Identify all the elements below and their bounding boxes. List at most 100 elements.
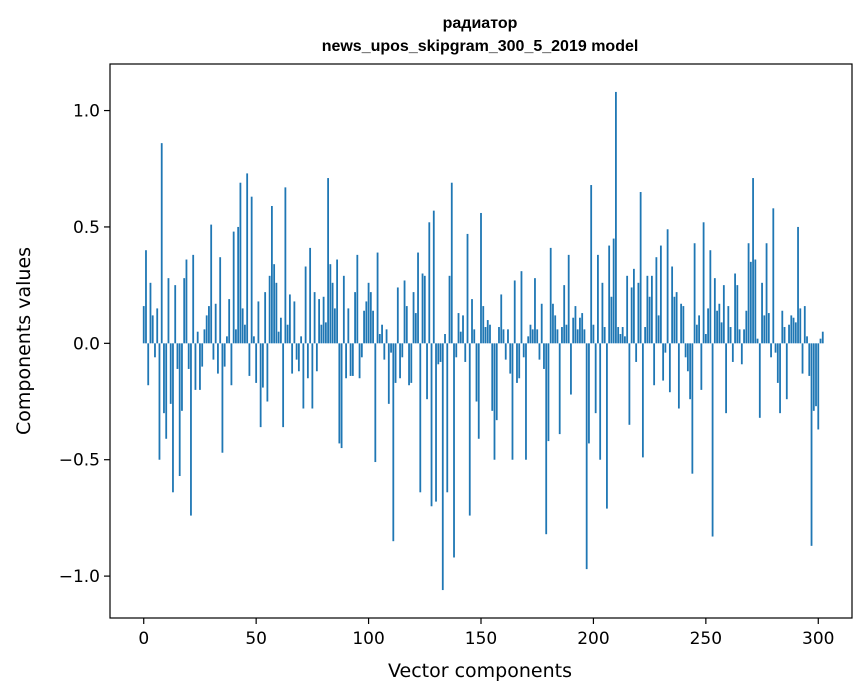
bar [255,343,258,383]
bar [437,343,440,365]
bar [174,285,177,344]
x-tick-label: 150 [465,629,497,649]
bar [363,310,365,344]
bar [493,343,496,460]
y-tick-label: 0.0 [73,334,100,354]
y-tick-label: −0.5 [59,451,100,471]
bar [639,192,642,344]
bar [781,310,784,344]
bar [619,334,622,344]
bar [612,238,615,344]
bar [547,343,550,442]
bar [534,278,536,344]
bar [284,187,287,344]
bar [709,250,712,344]
bar [815,343,817,407]
bar [279,317,282,344]
bar [210,224,213,344]
bar [246,173,249,344]
bar [556,329,559,344]
bar [572,317,575,344]
bar [342,275,345,344]
bar [309,247,312,344]
bar [412,292,415,344]
bar [743,329,745,344]
bar [558,343,561,435]
bar [495,343,498,421]
bar [653,343,656,386]
bar [230,343,233,386]
bar [288,294,291,344]
bar [635,343,638,362]
bar [797,226,799,344]
bar [671,266,674,344]
bar [239,182,242,344]
bar [801,343,804,374]
bar [707,308,709,344]
bar [792,317,795,344]
bar [812,343,815,411]
bar [417,252,419,344]
bar [414,313,417,344]
bar [588,343,590,444]
bar [500,294,503,344]
bar [794,322,797,344]
bar [408,343,410,386]
bar [329,264,332,344]
bar [338,343,341,444]
bar [722,285,725,344]
bar [360,343,363,358]
y-axis-ticks: −1.0 −0.5 0.0 0.5 1.0 [59,102,110,587]
bar [181,343,183,411]
bar [552,303,554,344]
bar [315,343,318,372]
bar [340,343,343,449]
bar [396,287,399,344]
bar [675,292,678,344]
bar [331,282,334,344]
bar [190,343,192,516]
bar [776,343,779,383]
bar [428,222,431,344]
bar [450,182,453,344]
bar [480,212,482,344]
bar [392,343,395,542]
bar [194,343,197,390]
bar [394,343,397,383]
bar [606,343,608,509]
bar [659,245,662,344]
bar [516,343,518,383]
bar [491,343,494,411]
bar [680,303,683,344]
bar [336,259,338,344]
bar [185,259,188,344]
bar [199,343,201,390]
bar [592,324,595,344]
bar [655,257,658,344]
bar [423,275,426,344]
bar [668,343,671,393]
bar [228,299,231,344]
bar [682,306,685,344]
bar [630,287,633,344]
bar [531,329,534,344]
bar [457,313,460,344]
bar [561,327,563,344]
bar [477,343,480,439]
chart-title-line1: радиатор [443,15,518,32]
bar [383,343,386,360]
bar [806,336,808,344]
bar [282,343,285,428]
bar [167,278,170,344]
bar [318,299,321,344]
bar [201,343,204,367]
bar [749,261,752,344]
bar [761,282,763,344]
bar [203,329,206,344]
chart-title-line2: news_upos_skipgram_300_5_2019 model [322,38,639,55]
bar [291,343,294,374]
bar [783,327,786,344]
bar [322,296,325,344]
bar [435,343,437,502]
bar [347,308,350,344]
